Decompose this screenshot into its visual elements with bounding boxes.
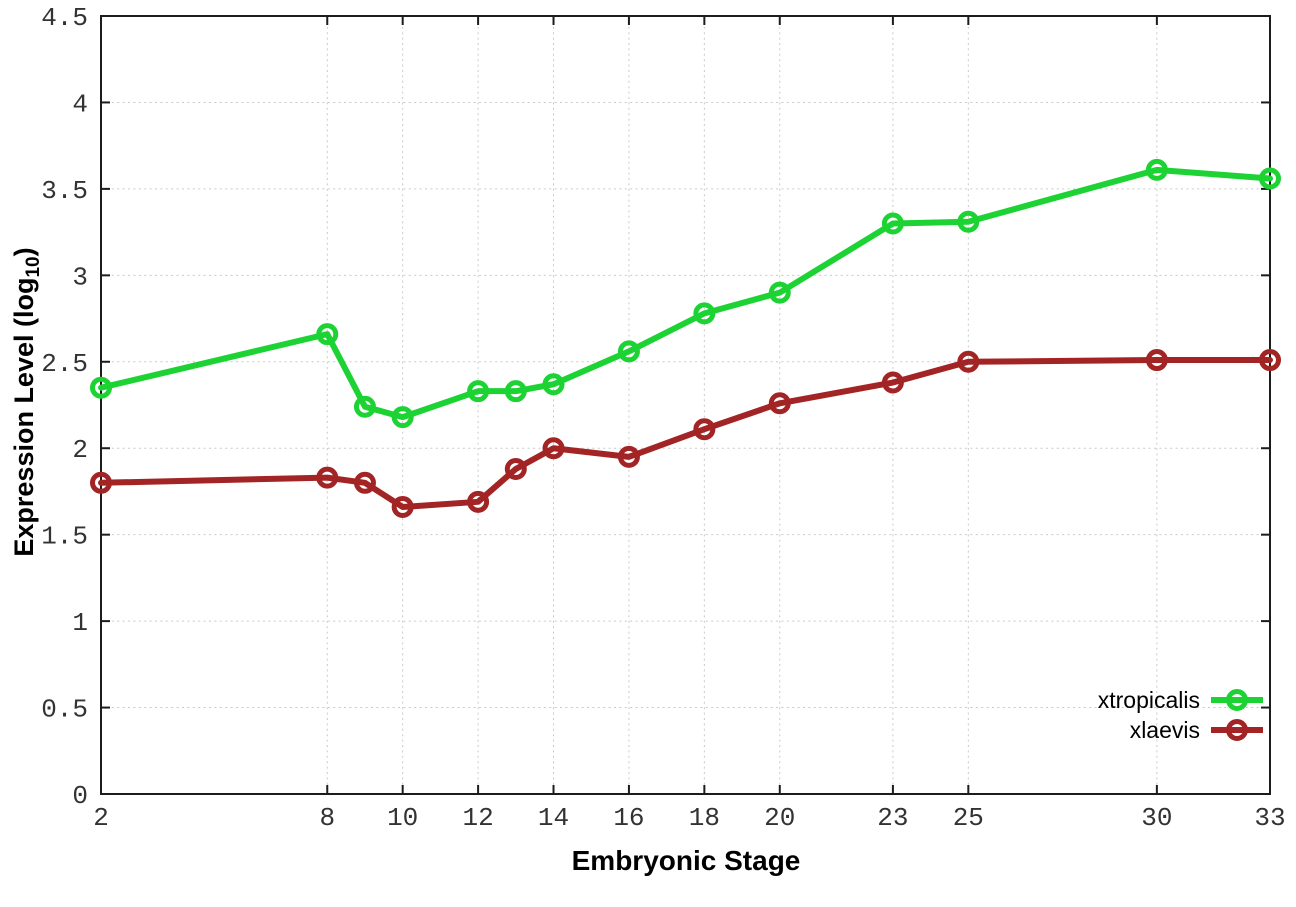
x-tick-label: 33	[1254, 803, 1285, 833]
x-tick-label: 2	[93, 803, 109, 833]
marker-xlaevis	[316, 466, 339, 489]
marker-xlaevis	[617, 445, 640, 468]
legend-label-xlaevis: xlaevis	[1129, 716, 1200, 743]
plot-border	[100, 15, 1271, 795]
legend-label-xtropicalis: xtropicalis	[1097, 686, 1200, 713]
marker-xtropicalis	[391, 406, 414, 429]
y-tick-label: 1.5	[41, 522, 88, 552]
marker-xlaevis	[391, 496, 414, 519]
legend-item-xlaevis: xlaevis	[1098, 715, 1264, 745]
marker-xtropicalis	[353, 395, 376, 418]
y-tick-label: 1	[72, 608, 88, 638]
y-axis-title-close: )	[8, 247, 39, 257]
marker-xlaevis	[1259, 349, 1281, 372]
marker-xlaevis	[504, 457, 527, 480]
y-tick-label: 4.5	[41, 3, 88, 33]
legend-sample-icon-xtropicalis	[1211, 689, 1263, 711]
marker-xtropicalis	[617, 340, 640, 363]
x-tick-label: 23	[877, 803, 908, 833]
marker-xlaevis	[957, 350, 980, 373]
y-tick-label: 2	[72, 435, 88, 465]
y-tick-label: 2.5	[41, 349, 88, 379]
y-axis-title-text: Expression Level (log	[8, 277, 39, 557]
marker-xtropicalis	[1259, 167, 1281, 190]
marker-xlaevis	[693, 418, 716, 441]
series-line-xlaevis	[98, 357, 1273, 511]
y-axis-title-subscript: 10	[23, 256, 45, 278]
marker-xtropicalis	[90, 376, 112, 399]
marker-xlaevis	[881, 371, 904, 394]
marker-xtropicalis	[1145, 158, 1168, 181]
marker-xtropicalis	[693, 302, 716, 325]
x-tick-label: 25	[953, 803, 984, 833]
marker-xtropicalis	[316, 323, 339, 346]
legend-item-xtropicalis: xtropicalis	[1098, 685, 1264, 715]
x-tick-label: 12	[462, 803, 493, 833]
y-tick-label: 3	[72, 262, 88, 292]
legend: xtropicalis xlaevis	[1098, 685, 1264, 745]
x-tick-label: 20	[764, 803, 795, 833]
x-tick-label: 18	[689, 803, 720, 833]
marker-xtropicalis	[467, 380, 490, 403]
marker-xlaevis	[542, 437, 565, 460]
x-tick-label: 8	[319, 803, 335, 833]
marker-xlaevis	[353, 471, 376, 494]
x-axis-title: Embryonic Stage	[571, 845, 801, 876]
marker-xlaevis	[1145, 349, 1168, 372]
x-tick-label: 16	[613, 803, 644, 833]
marker-xtropicalis	[881, 212, 904, 235]
y-tick-label: 0	[72, 781, 88, 811]
marker-xtropicalis	[957, 210, 980, 233]
y-tick-label: 4	[72, 89, 88, 119]
legend-sample-icon-xlaevis	[1211, 719, 1263, 741]
marker-xtropicalis	[768, 281, 791, 304]
marker-xtropicalis	[504, 380, 527, 403]
y-tick-label: 3.5	[41, 176, 88, 206]
marker-xlaevis	[768, 392, 791, 415]
x-tick-label: 14	[538, 803, 569, 833]
x-tick-label: 10	[387, 803, 418, 833]
y-axis-title: Expression Level (log10)	[9, 247, 45, 556]
marker-xlaevis	[467, 490, 490, 513]
y-tick-label: 0.5	[41, 695, 88, 725]
x-tick-label: 30	[1141, 803, 1172, 833]
marker-xtropicalis	[542, 373, 565, 396]
series-line-xtropicalis	[98, 166, 1273, 421]
marker-xlaevis	[90, 471, 112, 494]
